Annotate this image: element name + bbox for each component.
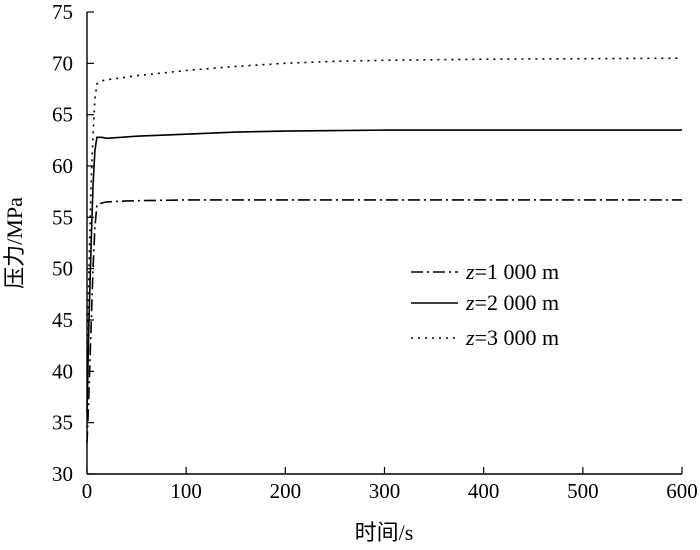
legend-label-variable: z xyxy=(465,290,475,315)
legend-label-1: z=1 000 m xyxy=(465,259,559,284)
ticks: 0 100 200 300 400 500 600 30 35 40 45 50 55 60 65 70 75 xyxy=(52,0,698,503)
legend-label-3: z=3 000 m xyxy=(465,325,559,350)
series-lines xyxy=(86,57,683,444)
y-tick-label: 40 xyxy=(52,359,73,383)
legend: z=1 000 mz=2 000 mz=3 000 m xyxy=(411,259,559,350)
legend-label-2: z=2 000 m xyxy=(465,290,559,315)
y-tick-label: 70 xyxy=(52,51,73,75)
legend-label-variable: z xyxy=(465,259,475,284)
series-line-2 xyxy=(86,129,682,413)
x-tick-label: 0 xyxy=(82,479,93,503)
y-tick-label: 35 xyxy=(52,411,73,435)
y-tick-label: 55 xyxy=(52,205,73,229)
x-tick-label: 600 xyxy=(666,479,698,503)
y-axis-label: 压力/MPa xyxy=(2,197,27,289)
series-line-3 xyxy=(86,57,683,372)
x-tick-label: 400 xyxy=(468,479,500,503)
x-tick-label: 500 xyxy=(567,479,599,503)
axes xyxy=(86,12,682,475)
x-tick-label: 200 xyxy=(270,479,302,503)
y-tick-label: 65 xyxy=(52,103,73,127)
legend-label-value: =2 000 m xyxy=(475,290,560,315)
y-tick-label: 75 xyxy=(52,0,73,24)
legend-label-variable: z xyxy=(465,325,475,350)
series-line-1 xyxy=(86,199,682,444)
legend-label-value: =3 000 m xyxy=(475,325,560,350)
legend-label-value: =1 000 m xyxy=(475,259,560,284)
x-tick-label: 100 xyxy=(170,479,202,503)
y-tick-label: 30 xyxy=(52,462,73,486)
x-tick-label: 300 xyxy=(369,479,401,503)
y-tick-label: 50 xyxy=(52,257,73,281)
y-tick-label: 45 xyxy=(52,308,73,332)
x-axis-label: 时间/s xyxy=(355,520,414,545)
y-tick-label: 60 xyxy=(52,154,73,178)
